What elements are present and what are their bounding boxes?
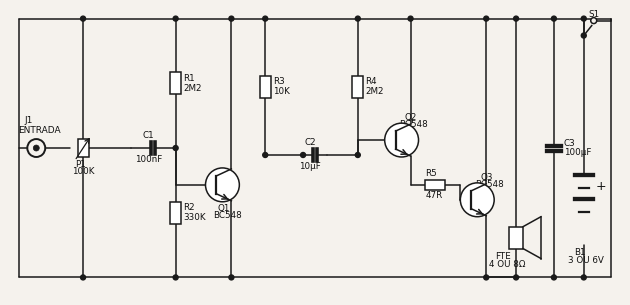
Circle shape: [484, 16, 489, 21]
Circle shape: [355, 152, 360, 157]
Circle shape: [355, 16, 360, 21]
Text: C3: C3: [564, 138, 576, 148]
Circle shape: [205, 168, 239, 202]
Circle shape: [229, 16, 234, 21]
Circle shape: [591, 18, 597, 23]
Circle shape: [81, 275, 86, 280]
Text: 2M2: 2M2: [365, 87, 384, 96]
Text: R5: R5: [425, 169, 437, 178]
Text: C1: C1: [142, 131, 154, 140]
Text: BC548: BC548: [399, 120, 428, 129]
Bar: [352, 76, 364, 98]
Circle shape: [385, 123, 418, 157]
Circle shape: [581, 275, 587, 280]
Text: ENTRADA: ENTRADA: [18, 126, 61, 135]
Text: 3 OU 6V: 3 OU 6V: [568, 256, 604, 264]
Circle shape: [581, 16, 587, 21]
Circle shape: [173, 145, 178, 150]
Text: R3: R3: [273, 77, 284, 86]
Circle shape: [551, 16, 556, 21]
Text: 100nF: 100nF: [135, 156, 162, 164]
Circle shape: [484, 275, 489, 280]
Text: Q2: Q2: [404, 113, 417, 122]
Text: FTE: FTE: [495, 252, 511, 260]
Text: +: +: [596, 180, 606, 193]
Text: 10K: 10K: [273, 87, 290, 96]
Bar: [509, 227, 523, 249]
Bar: [77, 139, 89, 157]
Text: 47R: 47R: [425, 191, 443, 200]
Text: 2M2: 2M2: [183, 84, 202, 93]
Text: BC548: BC548: [214, 211, 242, 220]
Circle shape: [461, 183, 494, 217]
Circle shape: [301, 152, 306, 157]
Circle shape: [27, 139, 45, 157]
Text: 330K: 330K: [183, 213, 206, 222]
Text: BC548: BC548: [475, 180, 504, 189]
Bar: [425, 180, 445, 190]
Text: R4: R4: [365, 77, 377, 86]
Circle shape: [173, 16, 178, 21]
Circle shape: [408, 16, 413, 21]
Circle shape: [173, 275, 178, 280]
Circle shape: [513, 16, 518, 21]
Text: Q1: Q1: [217, 204, 230, 213]
Text: Q3: Q3: [480, 173, 493, 182]
Circle shape: [81, 16, 86, 21]
Bar: [170, 72, 181, 94]
Text: R2: R2: [183, 203, 195, 212]
Text: 100K: 100K: [72, 167, 94, 176]
Circle shape: [33, 145, 39, 151]
Circle shape: [263, 16, 268, 21]
Text: J1: J1: [25, 116, 33, 125]
Bar: [260, 76, 271, 98]
Text: 4 OU 8Ω: 4 OU 8Ω: [490, 260, 525, 268]
Circle shape: [581, 33, 587, 38]
Circle shape: [551, 275, 556, 280]
Text: C2: C2: [304, 138, 316, 146]
Text: P1: P1: [75, 160, 86, 169]
Text: S1: S1: [589, 10, 600, 19]
Text: 10μF: 10μF: [299, 163, 321, 171]
Text: R1: R1: [183, 74, 195, 83]
Text: B1: B1: [574, 248, 585, 257]
Bar: [170, 202, 181, 224]
Circle shape: [513, 275, 518, 280]
Circle shape: [229, 275, 234, 280]
Text: 100μF: 100μF: [564, 149, 591, 157]
Circle shape: [263, 152, 268, 157]
